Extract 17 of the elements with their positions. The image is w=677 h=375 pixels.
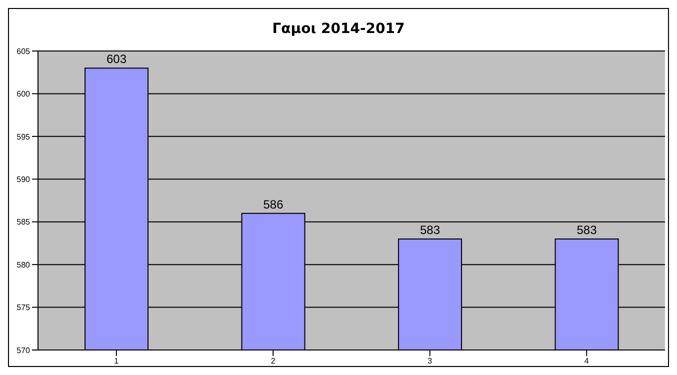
- x-tick-label: 1: [114, 356, 120, 366]
- y-tick-label: 575: [16, 303, 31, 312]
- y-tick-label: 580: [16, 260, 31, 270]
- x-tick-label: 4: [584, 356, 590, 366]
- y-tick-label: 585: [16, 218, 31, 227]
- chart-title: Γαμοι 2014-2017: [271, 21, 406, 37]
- y-tick-label: 600: [16, 90, 31, 99]
- y-tick-label: 605: [16, 46, 31, 56]
- data-label: 603: [106, 52, 127, 66]
- x-tick-label: 2: [270, 356, 276, 366]
- y-tick-label: 595: [16, 132, 31, 142]
- y-tick-label: 590: [16, 174, 31, 184]
- x-tick-label: 3: [428, 356, 433, 366]
- data-label: 583: [420, 222, 440, 237]
- data-label: 583: [576, 222, 598, 237]
- data-label: 586: [263, 197, 284, 212]
- y-tick-label: 570: [16, 346, 31, 355]
